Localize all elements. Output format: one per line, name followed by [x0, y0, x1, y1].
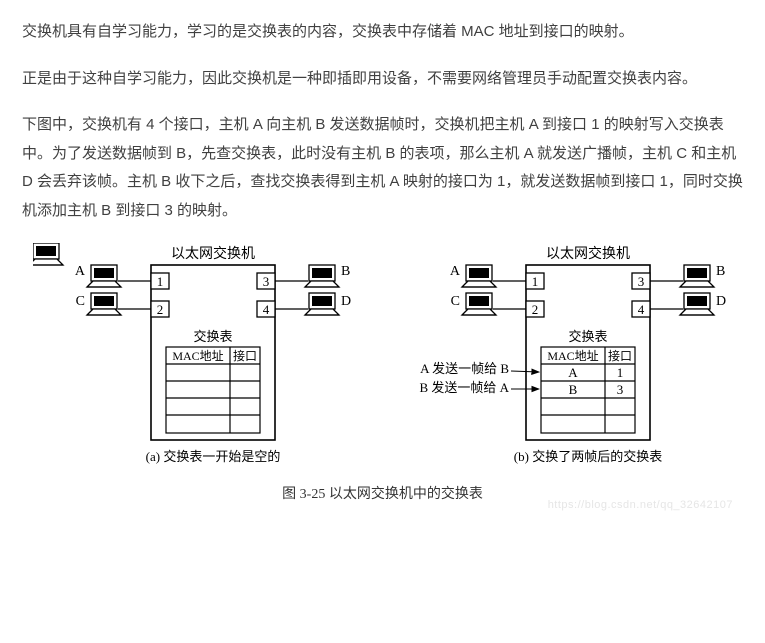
col-port-b: 接口 [607, 348, 631, 363]
port-2: 2 [156, 302, 163, 317]
paragraph-3: 下图中，交换机有 4 个接口，主机 A 向主机 B 发送数据帧时，交换机把主机 … [22, 111, 743, 225]
port-3b: 3 [637, 274, 644, 289]
figure-3-25: 以太网交换机 1 2 3 4 A C [22, 243, 743, 515]
watermark-text: https://blog.csdn.net/qq_32642107 [22, 495, 743, 516]
col-port-a: 接口 [232, 348, 256, 363]
port-1b: 1 [531, 274, 538, 289]
row-b-port: 3 [616, 382, 623, 397]
sub-caption-b: (b) 交换了两帧后的交换表 [513, 449, 661, 464]
sub-caption-a: (a) 交换表一开始是空的 [145, 449, 280, 464]
host-d: D [341, 294, 351, 309]
port-3: 3 [262, 274, 269, 289]
row-a-mac: A [568, 365, 578, 380]
port-4: 4 [262, 302, 269, 317]
table-label-b: 交换表 [568, 329, 607, 344]
port-4b: 4 [637, 302, 644, 317]
annot-b: B 发送一帧给 A [419, 380, 509, 395]
switch-label-b: 以太网交换机 [546, 245, 630, 262]
port-1: 1 [156, 274, 163, 289]
row-b-mac: B [568, 382, 577, 397]
col-mac-b: MAC地址 [547, 349, 598, 363]
annot-a: A 发送一帧给 B [420, 361, 509, 376]
host-c: C [75, 294, 84, 309]
host-cb: C [450, 294, 459, 309]
host-a: A [74, 264, 85, 279]
panel-a: 以太网交换机 1 2 3 4 A C [74, 245, 350, 464]
host-bb: B [716, 264, 725, 279]
paragraph-1: 交换机具有自学习能力，学习的是交换表的内容，交换表中存储着 MAC 地址到接口的… [22, 18, 743, 47]
port-2b: 2 [531, 302, 538, 317]
switch-diagram-svg: 以太网交换机 1 2 3 4 A C [33, 243, 733, 478]
switch-label-a: 以太网交换机 [171, 245, 255, 262]
panel-b: 以太网交换机 1 2 3 4 A C B D [419, 245, 726, 464]
row-a-port: 1 [616, 365, 623, 380]
col-mac-a: MAC地址 [172, 349, 223, 363]
host-db: D [716, 294, 726, 309]
host-b: B [341, 264, 350, 279]
host-ab: A [449, 264, 460, 279]
table-label-a: 交换表 [193, 329, 232, 344]
paragraph-2: 正是由于这种自学习能力，因此交换机是一种即插即用设备，不需要网络管理员手动配置交… [22, 65, 743, 94]
